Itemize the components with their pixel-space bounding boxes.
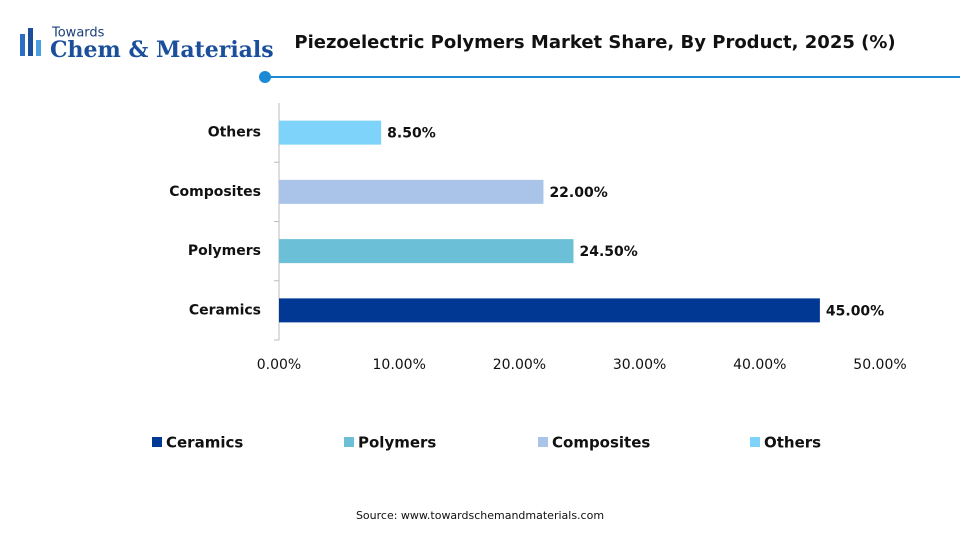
y-tick-label: Others [208,125,261,141]
legend-label: Polymers [358,434,436,452]
y-tick-label: Polymers [188,243,261,259]
y-tick-label: Composites [169,184,261,200]
legend-label: Composites [552,434,650,452]
bar [279,239,574,264]
legend-swatch [152,437,162,447]
logo-text: Chem & Materials [50,37,274,63]
logo-icon [28,28,33,56]
value-label: 24.50% [579,244,637,260]
x-tick-label: 40.00% [733,357,786,373]
chart-title: Piezoelectric Polymers Market Share, By … [294,32,895,53]
value-label: 45.00% [826,303,884,319]
x-tick-label: 30.00% [613,357,666,373]
value-label: 8.50% [387,126,436,142]
logo: Towards Chem & Materials [20,26,274,63]
y-tick-label: Ceramics [189,302,261,318]
source: Source: www.towardschemandmaterials.com [356,509,604,522]
bar [279,179,544,204]
x-tick-label: 10.00% [373,357,426,373]
bar [279,298,820,323]
legend-label: Others [764,434,821,452]
logo-text: Towards [51,26,105,41]
legend-swatch [750,437,760,447]
bar [279,120,382,145]
x-tick-label: 50.00% [853,357,906,373]
logo-icon [20,34,25,56]
logo-icon [36,40,41,56]
legend-label: Ceramics [166,434,243,452]
x-tick-label: 0.00% [257,357,301,373]
legend-swatch [538,437,548,447]
value-label: 22.00% [549,185,607,201]
title-rule-dot [259,71,271,83]
x-tick-label: 20.00% [493,357,546,373]
legend-swatch [344,437,354,447]
